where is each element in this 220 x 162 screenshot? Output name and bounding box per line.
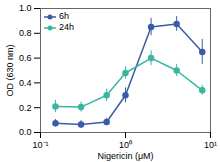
svg-text:10⁰: 10⁰ [119, 140, 132, 150]
svg-text:10¹: 10¹ [204, 140, 217, 150]
svg-text:Nigericin (μM): Nigericin (μM) [97, 151, 153, 161]
svg-text:0.6: 0.6 [19, 53, 32, 63]
html-text:24h: 24h [59, 22, 74, 32]
svg-text:0.8: 0.8 [19, 28, 32, 38]
html-text:6h: 6h [59, 11, 69, 21]
svg-text:OD (630 nm): OD (630 nm) [5, 44, 15, 96]
svg-text:10⁻¹: 10⁻¹ [32, 140, 48, 150]
svg-text:0.4: 0.4 [19, 78, 32, 88]
svg-text:0.0: 0.0 [19, 127, 32, 137]
svg-text:0.2: 0.2 [19, 103, 32, 113]
svg-text:1.0: 1.0 [19, 3, 32, 13]
